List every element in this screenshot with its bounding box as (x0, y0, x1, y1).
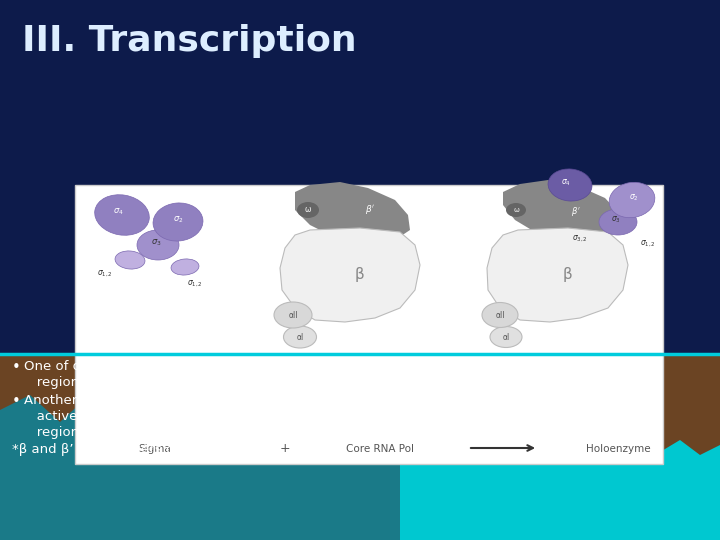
Polygon shape (220, 354, 400, 440)
Ellipse shape (153, 203, 203, 241)
Text: +: + (279, 442, 290, 455)
Ellipse shape (137, 230, 179, 260)
Text: αI: αI (297, 333, 304, 341)
Text: $\beta'$: $\beta'$ (365, 204, 375, 217)
Text: Holoenzyme: Holoenzyme (585, 444, 650, 454)
Text: $\beta'$: $\beta'$ (571, 206, 581, 219)
Ellipse shape (274, 302, 312, 328)
Text: region of promoter.: region of promoter. (24, 426, 166, 438)
Text: •: • (12, 360, 21, 375)
Ellipse shape (115, 251, 145, 269)
Text: $\sigma_{1,2}$: $\sigma_{1,2}$ (640, 239, 656, 249)
Text: Sigma: Sigma (139, 444, 171, 454)
Text: $\sigma_4$: $\sigma_4$ (112, 207, 123, 217)
Ellipse shape (490, 327, 522, 348)
Polygon shape (487, 228, 628, 322)
Ellipse shape (297, 202, 319, 218)
Text: Core RNA Pol: Core RNA Pol (346, 444, 414, 454)
Text: region of the promoter.: region of the promoter. (24, 376, 192, 389)
Polygon shape (295, 182, 410, 242)
Ellipse shape (95, 195, 149, 235)
Polygon shape (503, 180, 620, 243)
Polygon shape (0, 354, 720, 540)
Ellipse shape (284, 326, 317, 348)
Text: One of σdomain, σ₂ contacts β’ subunit and is in position to bind to the  -10: One of σdomain, σ₂ contacts β’ subunit a… (24, 360, 528, 373)
Polygon shape (0, 354, 720, 455)
Text: active-center channel in such a way that domain σ₄ in position to contact the -3: active-center channel in such a way that… (24, 410, 579, 423)
FancyBboxPatch shape (75, 185, 663, 464)
Ellipse shape (506, 203, 526, 217)
Polygon shape (280, 228, 420, 322)
Ellipse shape (482, 302, 518, 327)
Ellipse shape (548, 169, 592, 201)
Text: $\sigma_3$: $\sigma_3$ (150, 238, 161, 248)
Text: αII: αII (288, 310, 298, 320)
Text: $\sigma_{1,2}$: $\sigma_{1,2}$ (97, 268, 113, 279)
Ellipse shape (599, 209, 637, 235)
Text: αII: αII (495, 310, 505, 320)
Text: $\sigma_{3,2}$: $\sigma_{3,2}$ (572, 233, 588, 244)
Text: *β and β’ form pincers of crab claw: *β and β’ form pincers of crab claw (12, 443, 247, 456)
Text: β: β (563, 267, 573, 282)
Polygon shape (400, 354, 720, 540)
Text: $\sigma_2$: $\sigma_2$ (629, 193, 639, 203)
Ellipse shape (609, 183, 655, 218)
Text: $\sigma_4$: $\sigma_4$ (561, 178, 571, 188)
Text: $\sigma_2$: $\sigma_2$ (173, 215, 183, 225)
Ellipse shape (171, 259, 199, 275)
Text: $\sigma_3$: $\sigma_3$ (611, 215, 621, 225)
Text: $\sigma_{1,2}$: $\sigma_{1,2}$ (187, 279, 203, 289)
Polygon shape (440, 354, 560, 452)
Text: ω: ω (513, 207, 519, 213)
Text: Another two domains, σ₃ and σ₄ contact the β subunit further upstream in the: Another two domains, σ₃ and σ₄ contact t… (24, 394, 544, 407)
Text: III. Transcription: III. Transcription (22, 24, 356, 58)
Text: ω: ω (305, 206, 311, 214)
Text: •: • (12, 394, 21, 409)
Text: β: β (355, 267, 365, 282)
Text: αI: αI (503, 333, 510, 341)
